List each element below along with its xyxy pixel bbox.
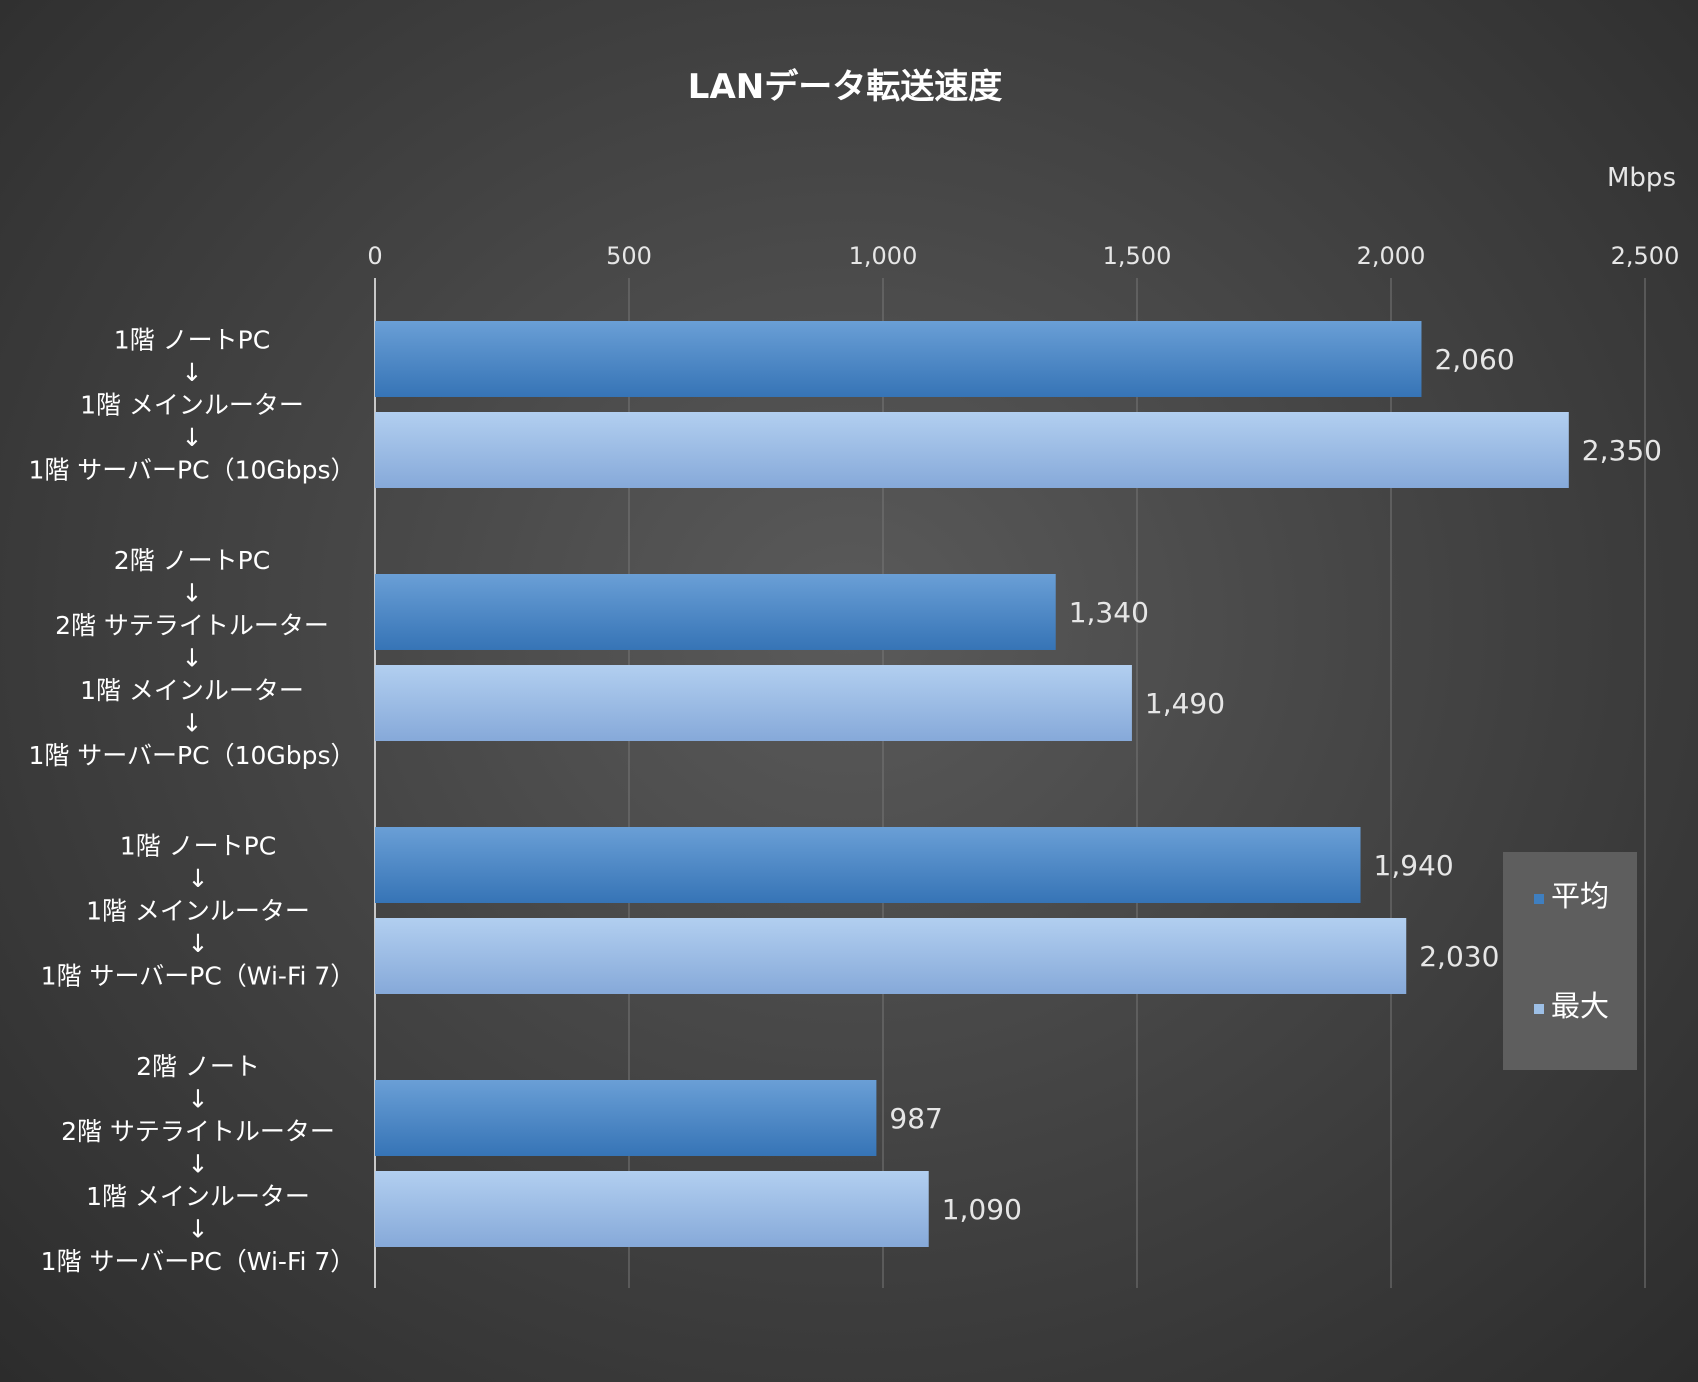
axis-unit-label: Mbps xyxy=(1607,163,1676,193)
x-tick-label: 0 xyxy=(367,242,382,270)
x-tick-label: 500 xyxy=(606,242,652,270)
category-label-line: 2階 ノートPC xyxy=(114,546,270,575)
x-axis-ticks: 0 500 1,000 1,500 2,000 2,500 xyxy=(367,242,1679,270)
bar-average xyxy=(375,827,1361,903)
data-label: 987 xyxy=(889,1102,942,1135)
category-label-line: 1階 メインルーター xyxy=(86,1182,310,1211)
category-label-line: ↓ xyxy=(182,423,203,452)
legend-swatch xyxy=(1534,894,1544,904)
category-label-line: 2階 サテライトルーター xyxy=(55,611,329,640)
category-label-line: 1階 サーバーPC（Wi-Fi 7） xyxy=(41,1247,356,1276)
x-tick-label: 1,500 xyxy=(1103,242,1172,270)
category-label-line: 2階 ノート xyxy=(136,1052,260,1081)
data-label: 2,030 xyxy=(1419,940,1499,973)
category-label-line: 1階 サーバーPC（10Gbps） xyxy=(28,741,355,770)
bar-average xyxy=(375,574,1056,650)
category-label-line: ↓ xyxy=(182,644,203,673)
data-label: 1,340 xyxy=(1069,596,1149,629)
data-label: 2,060 xyxy=(1434,343,1514,376)
x-tick-label: 2,500 xyxy=(1611,242,1680,270)
category-label-line: ↓ xyxy=(182,709,203,738)
legend-label: 平均 xyxy=(1551,879,1609,913)
category-label-line: 1階 メインルーター xyxy=(86,897,310,926)
category-label-line: ↓ xyxy=(188,1085,209,1114)
category-label-line: 1階 メインルーター xyxy=(80,676,304,705)
category-label-line: 1階 ノートPC xyxy=(120,832,276,861)
category-label-line: ↓ xyxy=(182,358,203,387)
bars: 2,060 1,340 1,940 987 2,350 1,490 2,030 1,090 xyxy=(375,321,1662,1247)
data-label: 2,350 xyxy=(1582,434,1662,467)
legend-box xyxy=(1503,852,1637,1070)
bar-average xyxy=(375,1080,877,1156)
bar-max xyxy=(375,1171,929,1247)
x-tick-label: 1,000 xyxy=(849,242,918,270)
data-label: 1,490 xyxy=(1145,687,1225,720)
data-label: 1,940 xyxy=(1374,849,1454,882)
category-label-line: 1階 サーバーPC（10Gbps） xyxy=(28,456,355,485)
category-label-line: 2階 サテライトルーター xyxy=(61,1117,335,1146)
bar-max xyxy=(375,665,1132,741)
category-label-line: 1階 ノートPC xyxy=(114,326,270,355)
x-tick-label: 2,000 xyxy=(1357,242,1426,270)
category-labels: 1階 ノートPC ↓ 1階 メインルーター ↓ 1階 サーバーPC（10Gbps） 2階 … xyxy=(28,326,355,1277)
data-label: 1,090 xyxy=(942,1193,1022,1226)
category-label-line: 1階 メインルーター xyxy=(80,391,304,420)
category-label-line: 1階 サーバーPC（Wi-Fi 7） xyxy=(41,962,356,991)
category-label-line: ↓ xyxy=(188,864,209,893)
legend-swatch xyxy=(1534,1004,1544,1014)
bar-max xyxy=(375,412,1569,488)
bar-max xyxy=(375,918,1407,994)
category-label-line: ↓ xyxy=(182,579,203,608)
chart-title: LANデータ転送速度 xyxy=(688,67,1002,107)
bar-average xyxy=(375,321,1422,397)
legend-label: 最大 xyxy=(1551,989,1609,1023)
category-label-line: ↓ xyxy=(188,1150,209,1179)
category-label-line: ↓ xyxy=(188,1215,209,1244)
category-label-line: ↓ xyxy=(188,929,209,958)
